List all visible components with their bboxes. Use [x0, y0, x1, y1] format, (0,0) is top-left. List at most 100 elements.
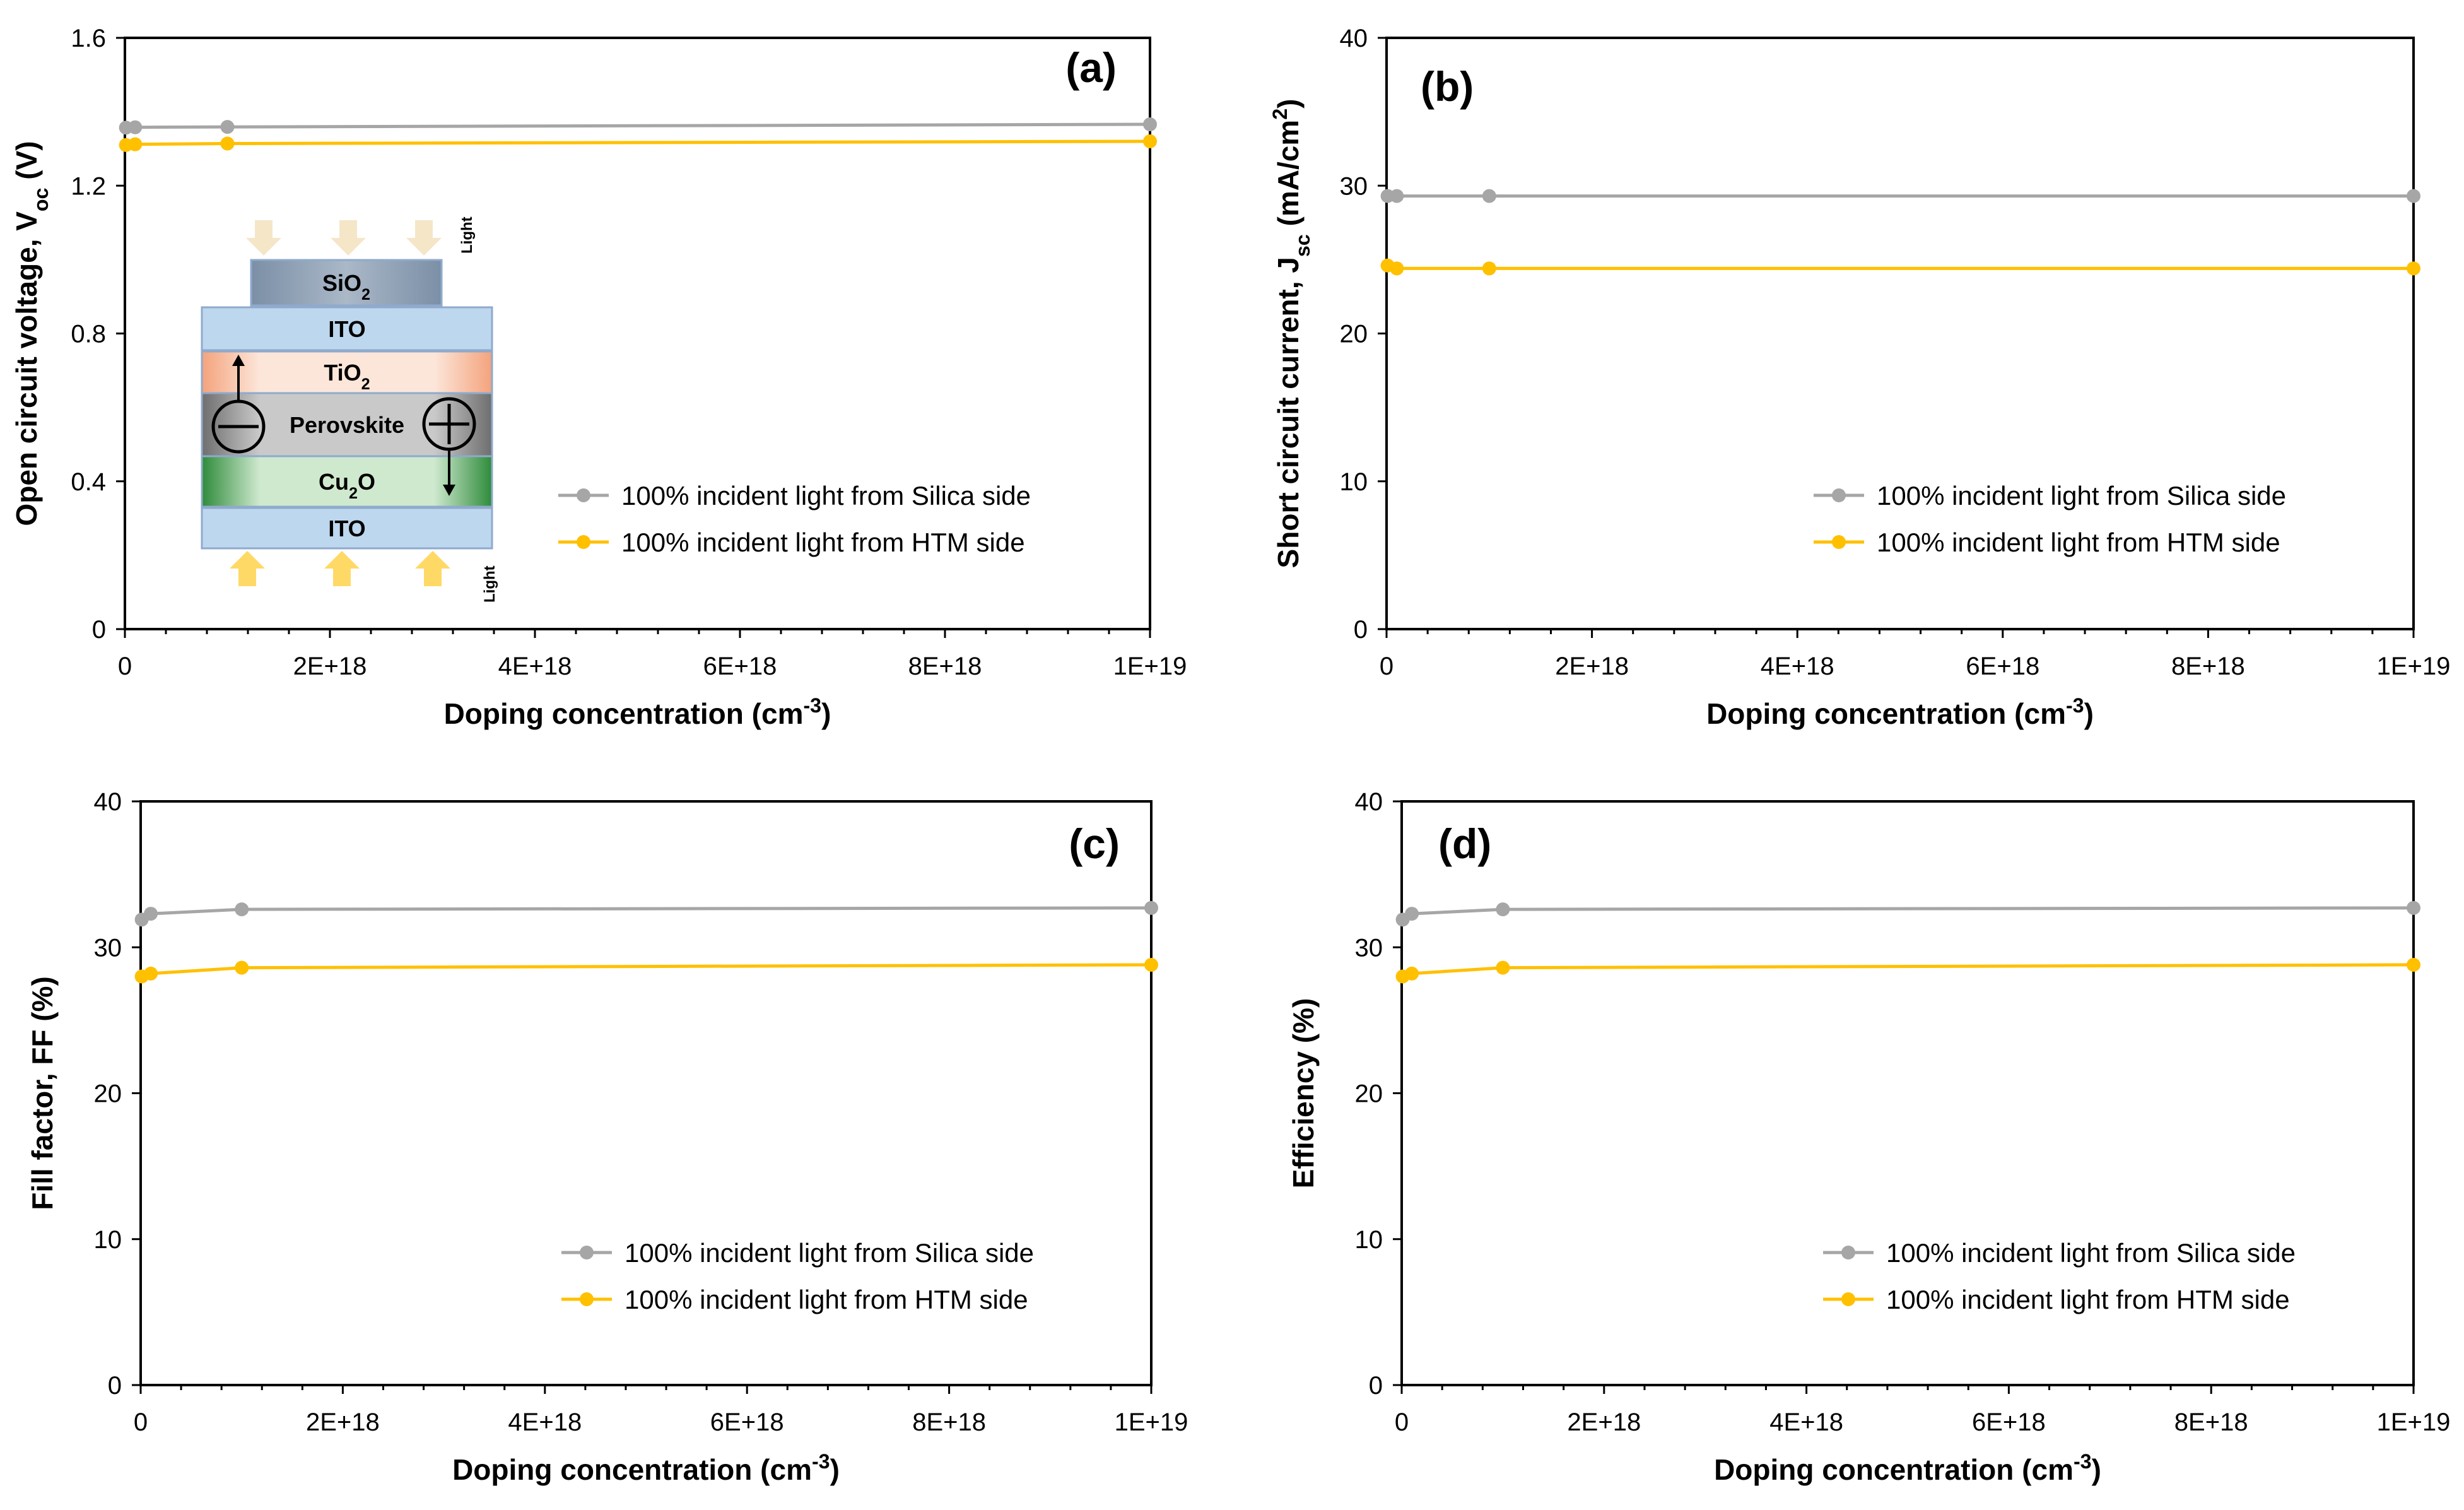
chart-panel-a: 0 2E+18 4E+18 6E+18 8E+18 1E+19 0 0.4 0.8 1.2 1.6 D… — [10, 25, 1187, 730]
y-tick-label: 40 — [1340, 25, 1368, 52]
data-point — [1390, 189, 1404, 203]
y-axis-label: Short circuit current, Jsc (mA/cm2) — [1269, 99, 1314, 569]
data-point — [1144, 958, 1158, 972]
light-arrow-down-icon — [246, 220, 281, 256]
legend-label-htm: 100% incident light from HTM side — [625, 1285, 1028, 1314]
legend-label-silica: 100% incident light from Silica side — [621, 481, 1031, 510]
y-tick-label: 40 — [94, 788, 122, 816]
data-point — [1482, 189, 1496, 203]
panel-label: (c) — [1069, 820, 1120, 867]
series-line — [126, 139, 1151, 147]
data-point — [144, 907, 158, 921]
data-point — [235, 902, 249, 917]
layer-ito — [201, 507, 493, 550]
y-axis-label: Efficiency (%) — [1287, 998, 1320, 1189]
y-tick-label: 0 — [92, 616, 106, 644]
x-axis-label: Doping concentration (cm-3) — [1714, 1450, 2101, 1486]
legend: 100% incident light from Silica side 100%… — [1823, 1238, 2296, 1314]
legend-marker — [1841, 1246, 1855, 1259]
series-silica — [1380, 189, 2420, 203]
series-line — [126, 122, 1151, 129]
x-tick-label: 2E+18 — [306, 1408, 380, 1436]
x-tick-label: 0 — [1380, 652, 1393, 680]
x-tick-label: 4E+18 — [1761, 652, 1834, 680]
series-htm — [119, 134, 1157, 152]
legend-marker — [1832, 535, 1846, 549]
light-label-top: Light — [459, 216, 476, 254]
x-tick-label: 6E+18 — [710, 1408, 784, 1436]
device-stack-inset: SiO2 ITO TiO2 Perovskite Cu2O ITO Light Light — [201, 216, 498, 603]
data-point — [1482, 261, 1496, 276]
legend-label-htm: 100% incident light from HTM side — [621, 528, 1025, 557]
y-axis-label: Open circuit voltage, Voc (V) — [10, 141, 52, 526]
layer-label: ITO — [328, 316, 365, 342]
series-htm — [1395, 958, 2420, 984]
data-point — [1496, 902, 1510, 917]
chart-panel-c: 0 2E+18 4E+18 6E+18 8E+18 1E+19 0 10 20 30 40 Dopin… — [26, 788, 1188, 1486]
data-point — [1390, 261, 1404, 276]
data-point — [2407, 900, 2420, 915]
y-tick-label: 0 — [1369, 1372, 1383, 1400]
x-tick-label: 8E+18 — [2174, 1408, 2248, 1436]
legend-label-htm: 100% incident light from HTM side — [1886, 1285, 2290, 1314]
data-point — [2407, 189, 2420, 203]
x-tick-label: 4E+18 — [1769, 1408, 1843, 1436]
x-tick-label: 1E+19 — [1113, 652, 1187, 680]
panel-label: (b) — [1421, 63, 1474, 110]
x-axis-label: Doping concentration (cm-3) — [452, 1450, 840, 1486]
x-tick-label: 4E+18 — [498, 652, 572, 680]
x-tick-label: 0 — [118, 652, 132, 680]
x-tick-label: 8E+18 — [2171, 652, 2245, 680]
y-tick-label: 0 — [108, 1372, 122, 1400]
y-tick-label: 20 — [1340, 321, 1368, 348]
y-tick-label: 30 — [94, 934, 122, 962]
data-point — [1143, 117, 1157, 132]
legend-label-silica: 100% incident light from Silica side — [1877, 481, 2286, 510]
light-arrow-up-icon — [324, 551, 360, 586]
x-axis-label: Doping concentration (cm-3) — [444, 694, 831, 730]
x-tick-label: 6E+18 — [703, 652, 777, 680]
series-htm — [134, 958, 1158, 984]
legend-label-htm: 100% incident light from HTM side — [1877, 528, 2280, 557]
y-tick-label: 20 — [1355, 1080, 1383, 1108]
series-silica — [134, 900, 1158, 927]
light-arrow-down-icon — [331, 220, 366, 256]
x-axis-label: Doping concentration (cm-3) — [1706, 694, 2094, 730]
y-tick-label: 10 — [94, 1226, 122, 1254]
y-tick-label: 1.2 — [71, 172, 106, 200]
light-label-bottom: Light — [481, 565, 498, 603]
x-tick-label: 8E+18 — [912, 1408, 986, 1436]
arrow-head-down-icon — [443, 485, 455, 496]
data-point — [220, 120, 235, 134]
x-tick-label: 1E+19 — [2377, 652, 2451, 680]
data-point — [144, 966, 158, 981]
series-silica — [1395, 900, 2420, 927]
layer-label: SiO2 — [322, 270, 370, 304]
y-tick-label: 10 — [1355, 1226, 1383, 1254]
legend-label-silica: 100% incident light from Silica side — [1886, 1238, 2296, 1268]
legend-marker — [577, 535, 590, 549]
y-tick-label: 0 — [1354, 616, 1368, 644]
data-point — [1405, 907, 1419, 921]
data-point — [128, 137, 143, 151]
light-arrow-down-icon — [406, 220, 442, 256]
series-line — [1402, 906, 2414, 921]
x-tick-label: 1E+19 — [2377, 1408, 2451, 1436]
x-tick-label: 4E+18 — [508, 1408, 582, 1436]
panel-label: (d) — [1438, 820, 1491, 867]
data-point — [1496, 960, 1510, 975]
series-line — [1387, 264, 2414, 270]
series-line — [141, 906, 1152, 921]
layer-sio2 — [250, 259, 443, 307]
series-line — [1402, 963, 2414, 978]
chart-panel-b: 0 2E+18 4E+18 6E+18 8E+18 1E+19 0 10 20 30 40 Dopin… — [1269, 25, 2450, 730]
legend-marker — [577, 488, 590, 502]
x-tick-label: 2E+18 — [1567, 1408, 1641, 1436]
legend: 100% incident light from Silica side 100%… — [558, 481, 1031, 557]
data-point — [235, 960, 249, 975]
x-tick-label: 6E+18 — [1966, 652, 2039, 680]
y-tick-label: 0.8 — [71, 321, 106, 348]
y-tick-label: 30 — [1340, 172, 1368, 200]
arrow-head-up-icon — [232, 355, 245, 366]
